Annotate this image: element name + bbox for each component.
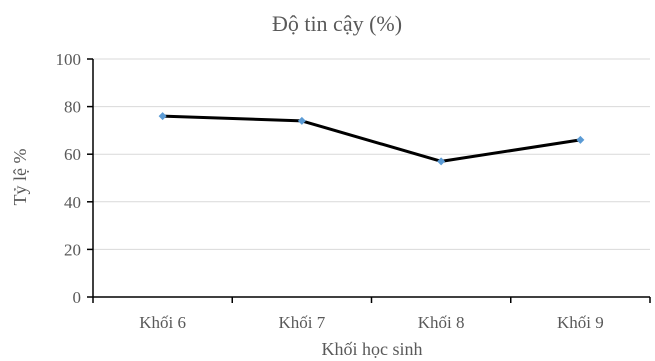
y-tick-label: 80 [64,98,81,117]
x-tick-label: Khối 8 [418,313,465,332]
y-tick-label: 60 [64,145,81,164]
x-tick-label: Khối 6 [139,313,186,332]
data-point-marker [576,135,585,144]
y-tick-label: 40 [64,193,81,212]
series-line [162,114,581,163]
axes [87,58,651,303]
chart-title: Độ tin cậy (%) [272,11,402,36]
y-tick-label: 0 [73,288,82,307]
x-tick-label: Khối 9 [557,313,604,332]
data-point-marker [437,157,446,166]
y-tick-label: 100 [56,50,82,69]
x-tick-label: Khối 7 [279,313,326,332]
gridlines [93,58,650,250]
y-axis-title: Tỷ lệ % [10,149,30,206]
y-tick-label: 20 [64,240,81,259]
series [158,112,585,166]
data-point-marker [297,116,306,125]
x-axis-title: Khối học sinh [322,339,423,359]
tick-labels: 0 20 40 60 80 100 Khối 6 Khối 7 Khối 8 Khối 9 [56,50,604,332]
data-point-marker [158,112,167,121]
